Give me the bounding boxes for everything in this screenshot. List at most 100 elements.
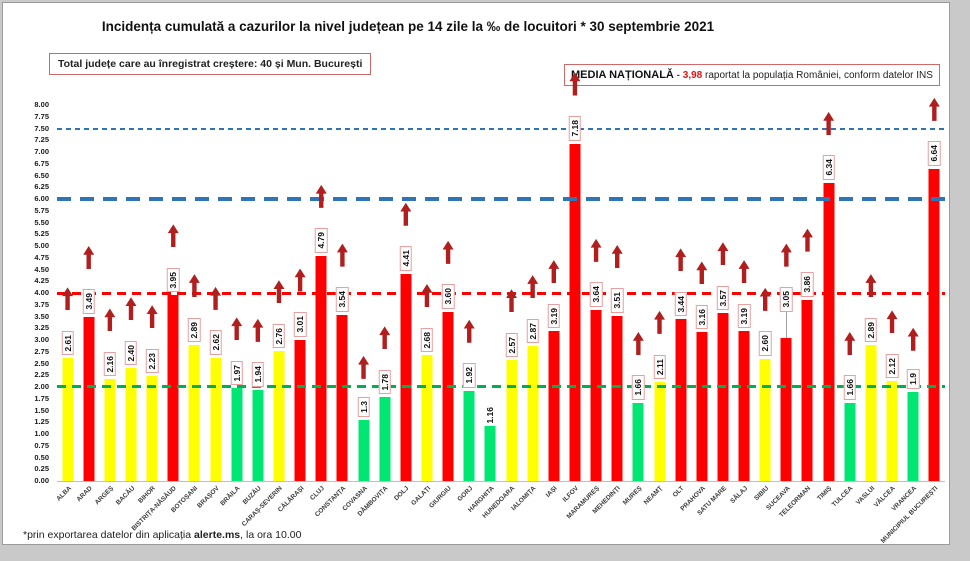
reference-line-6 xyxy=(57,197,945,201)
increase-arrow-icon xyxy=(801,228,813,252)
bar xyxy=(484,426,496,481)
bar-value-label: 2.60 xyxy=(758,331,772,356)
x-axis-label: MUREȘ xyxy=(621,485,644,507)
x-axis-label: DOLJ xyxy=(393,485,411,503)
bar-column: 3.86 TELEORMAN xyxy=(778,105,818,519)
y-tick-label: 1.75 xyxy=(34,393,49,403)
increase-arrow-icon xyxy=(294,268,306,292)
bar xyxy=(611,316,623,481)
bar xyxy=(865,345,877,481)
x-axis-label: CLUJ xyxy=(309,485,327,502)
bar xyxy=(252,389,264,481)
bar-column: 3.51 MEHEDINȚI xyxy=(592,105,628,515)
bar-value-label: 3.16 xyxy=(695,304,709,330)
y-tick-label: 5.00 xyxy=(34,241,49,250)
bar-column: 3.05 SUCEAVA xyxy=(765,105,797,512)
increase-arrow-icon xyxy=(590,238,602,262)
y-tick-label: 6.50 xyxy=(34,170,49,180)
bar xyxy=(632,402,644,481)
bar-column: 3.44 OLT xyxy=(670,105,691,499)
bar-value-label: 3.19 xyxy=(547,303,561,329)
bar-column: 3.49 ARAD xyxy=(75,105,99,503)
bar xyxy=(231,388,243,481)
bar-value-label: 2.16 xyxy=(103,351,117,377)
bar-column: 1.92 GORJ xyxy=(456,105,480,503)
bar xyxy=(294,339,306,481)
increase-arrow-icon xyxy=(611,245,623,269)
bar-column: 2.87 IALOMIȚA xyxy=(510,105,543,512)
bar-column: 1.66 TULCEA xyxy=(831,105,860,509)
bar xyxy=(379,397,391,481)
increase-arrow-icon xyxy=(886,310,898,334)
bar xyxy=(273,351,285,481)
total-counties-text: Total județe care au înregistrat creșter… xyxy=(58,58,363,70)
increase-arrow-icon xyxy=(400,202,412,226)
bar-value-label: 1.66 xyxy=(632,375,645,400)
bar-value-label: 3.64 xyxy=(589,282,603,307)
reference-line-2 xyxy=(57,385,945,388)
increase-arrow-icon xyxy=(273,280,285,304)
bar xyxy=(188,345,200,481)
bar-value-label: 1.16 xyxy=(485,406,496,424)
y-tick-label: 3.25 xyxy=(34,323,49,333)
bar-value-label: 1.78 xyxy=(378,369,391,395)
chart-panel: Incidența cumulată a cazurilor la nivel … xyxy=(2,2,950,545)
bar xyxy=(823,183,835,481)
bar-value-label: 3.19 xyxy=(737,303,751,329)
bar-value-label: 2.57 xyxy=(505,332,518,358)
y-tick-label: 7.25 xyxy=(34,135,49,145)
bar xyxy=(759,358,771,481)
reference-line-7.5 xyxy=(57,127,945,130)
bar xyxy=(696,332,708,481)
total-counties-box: Total județe care au înregistrat creșter… xyxy=(49,53,372,75)
bar-column: 1.9 VRANCEA xyxy=(890,105,924,513)
bar-value-label: 6.64 xyxy=(928,141,941,166)
increase-arrow-icon xyxy=(696,261,708,285)
bar-column: 3.19 IAȘI xyxy=(543,105,564,499)
x-axis-label: ILFOV xyxy=(561,485,580,504)
bar-column: 2.76 CARAȘ-SEVERIN xyxy=(241,105,289,528)
bar xyxy=(886,381,898,481)
bar xyxy=(83,316,95,481)
bar xyxy=(780,337,792,481)
bar xyxy=(527,346,539,481)
increase-arrow-icon xyxy=(759,287,771,311)
increase-arrow-icon xyxy=(844,331,856,355)
bar-column: 2.12 VÂLCEA xyxy=(873,105,902,509)
increase-arrow-icon xyxy=(907,327,919,351)
x-axis-label: ARGEȘ xyxy=(93,485,115,507)
x-axis-label: TIMIȘ xyxy=(816,485,834,503)
bar-value-label: 6.34 xyxy=(822,155,835,181)
bar-column: 2.89 VASLUI xyxy=(854,105,881,506)
increase-arrow-icon xyxy=(167,224,179,248)
increase-arrow-icon xyxy=(315,184,327,208)
x-axis-label: TULCEA xyxy=(831,485,855,509)
bar-value-label: 2.89 xyxy=(864,317,878,343)
y-tick-label: 2.75 xyxy=(34,346,49,356)
footnote-prefix: *prin exportarea datelor din aplicația xyxy=(23,529,195,541)
bar-column: 2.16 ARGEȘ xyxy=(94,105,120,506)
national-average-value: 3,98 xyxy=(682,70,703,81)
bar-value-label: 4.79 xyxy=(315,228,328,253)
bar-value-label: 1.92 xyxy=(462,363,476,388)
bar xyxy=(167,295,179,481)
bar-value-label: 3.01 xyxy=(293,311,307,337)
bar xyxy=(569,143,581,481)
bar-value-label: 2.89 xyxy=(188,317,201,343)
y-tick-label: 6.75 xyxy=(34,158,49,168)
bar xyxy=(463,390,475,481)
bar xyxy=(738,331,750,481)
y-tick-label: 1.25 xyxy=(34,417,49,427)
bar xyxy=(210,357,222,481)
bar-value-label: 3.57 xyxy=(716,285,730,311)
bar-value-label: 3.49 xyxy=(82,289,95,314)
bar-column: 2.57 HUNEDOARA xyxy=(482,105,522,520)
increase-arrow-icon xyxy=(336,243,348,267)
increase-arrow-icon xyxy=(358,355,370,379)
x-axis-label: ARAD xyxy=(75,485,94,504)
y-tick-label: 3.00 xyxy=(34,335,49,344)
x-axis-label: GIURGIU xyxy=(428,485,454,510)
bar-column: 1.97 BRĂILA xyxy=(219,105,247,507)
increase-arrow-icon xyxy=(780,243,792,267)
bar xyxy=(801,299,813,481)
